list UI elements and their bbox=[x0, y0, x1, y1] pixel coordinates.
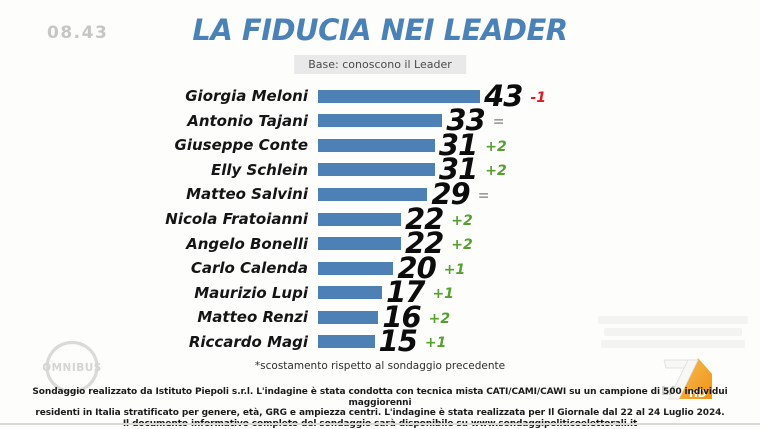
bar bbox=[318, 286, 382, 299]
bottom-divider bbox=[0, 423, 760, 425]
chart-footnote: *scostamento rispetto al sondaggio prece… bbox=[0, 360, 760, 372]
bar bbox=[318, 90, 480, 103]
bar bbox=[318, 114, 442, 127]
chart-subtitle-badge: Base: conoscono il Leader bbox=[294, 55, 466, 74]
row-label: Matteo Salvini bbox=[0, 185, 308, 203]
row-change: +2 bbox=[451, 213, 472, 229]
row-label: Giorgia Meloni bbox=[0, 87, 308, 105]
bar bbox=[318, 311, 378, 324]
row-value: 15 bbox=[379, 327, 417, 356]
row-value: 43 bbox=[484, 82, 522, 111]
row-label: Elly Schlein bbox=[0, 161, 308, 179]
bar bbox=[318, 237, 401, 250]
row-change: +1 bbox=[432, 286, 453, 302]
row-label: Carlo Calenda bbox=[0, 259, 308, 277]
ghost-line bbox=[604, 328, 742, 336]
bar bbox=[318, 188, 427, 201]
row-label: Antonio Tajani bbox=[0, 112, 308, 130]
row-change: +2 bbox=[485, 163, 506, 179]
svg-text:OMNIBUS: OMNIBUS bbox=[43, 362, 101, 374]
chart-row: Giorgia Meloni 43 -1 bbox=[0, 84, 760, 109]
row-change: +2 bbox=[429, 311, 450, 327]
row-change: +2 bbox=[451, 237, 472, 253]
row-label: Maurizio Lupi bbox=[0, 284, 308, 302]
row-change: +1 bbox=[444, 262, 465, 278]
row-label: Matteo Renzi bbox=[0, 308, 308, 326]
faded-overlay-ghost bbox=[598, 316, 748, 352]
disclaimer-line: Sondaggio realizzato da Istituto Piepoli… bbox=[0, 387, 760, 408]
ghost-line bbox=[598, 316, 748, 324]
bar bbox=[318, 213, 401, 226]
bar bbox=[318, 163, 435, 176]
row-label: Angelo Bonelli bbox=[0, 235, 308, 253]
page-title: LA FIDUCIA NEI LEADER bbox=[0, 13, 760, 47]
row-change: = bbox=[478, 188, 490, 204]
row-change: +2 bbox=[485, 139, 506, 155]
ghost-line bbox=[601, 340, 745, 348]
row-label: Nicola Fratoianni bbox=[0, 210, 308, 228]
disclaimer-line: residenti in Italia stratificato per gen… bbox=[0, 408, 760, 419]
bar bbox=[318, 335, 375, 348]
row-change: -1 bbox=[530, 90, 546, 106]
row-label: Giuseppe Conte bbox=[0, 136, 308, 154]
row-change: +1 bbox=[425, 335, 446, 351]
row-change: = bbox=[493, 114, 505, 130]
bar bbox=[318, 262, 393, 275]
bar bbox=[318, 139, 435, 152]
